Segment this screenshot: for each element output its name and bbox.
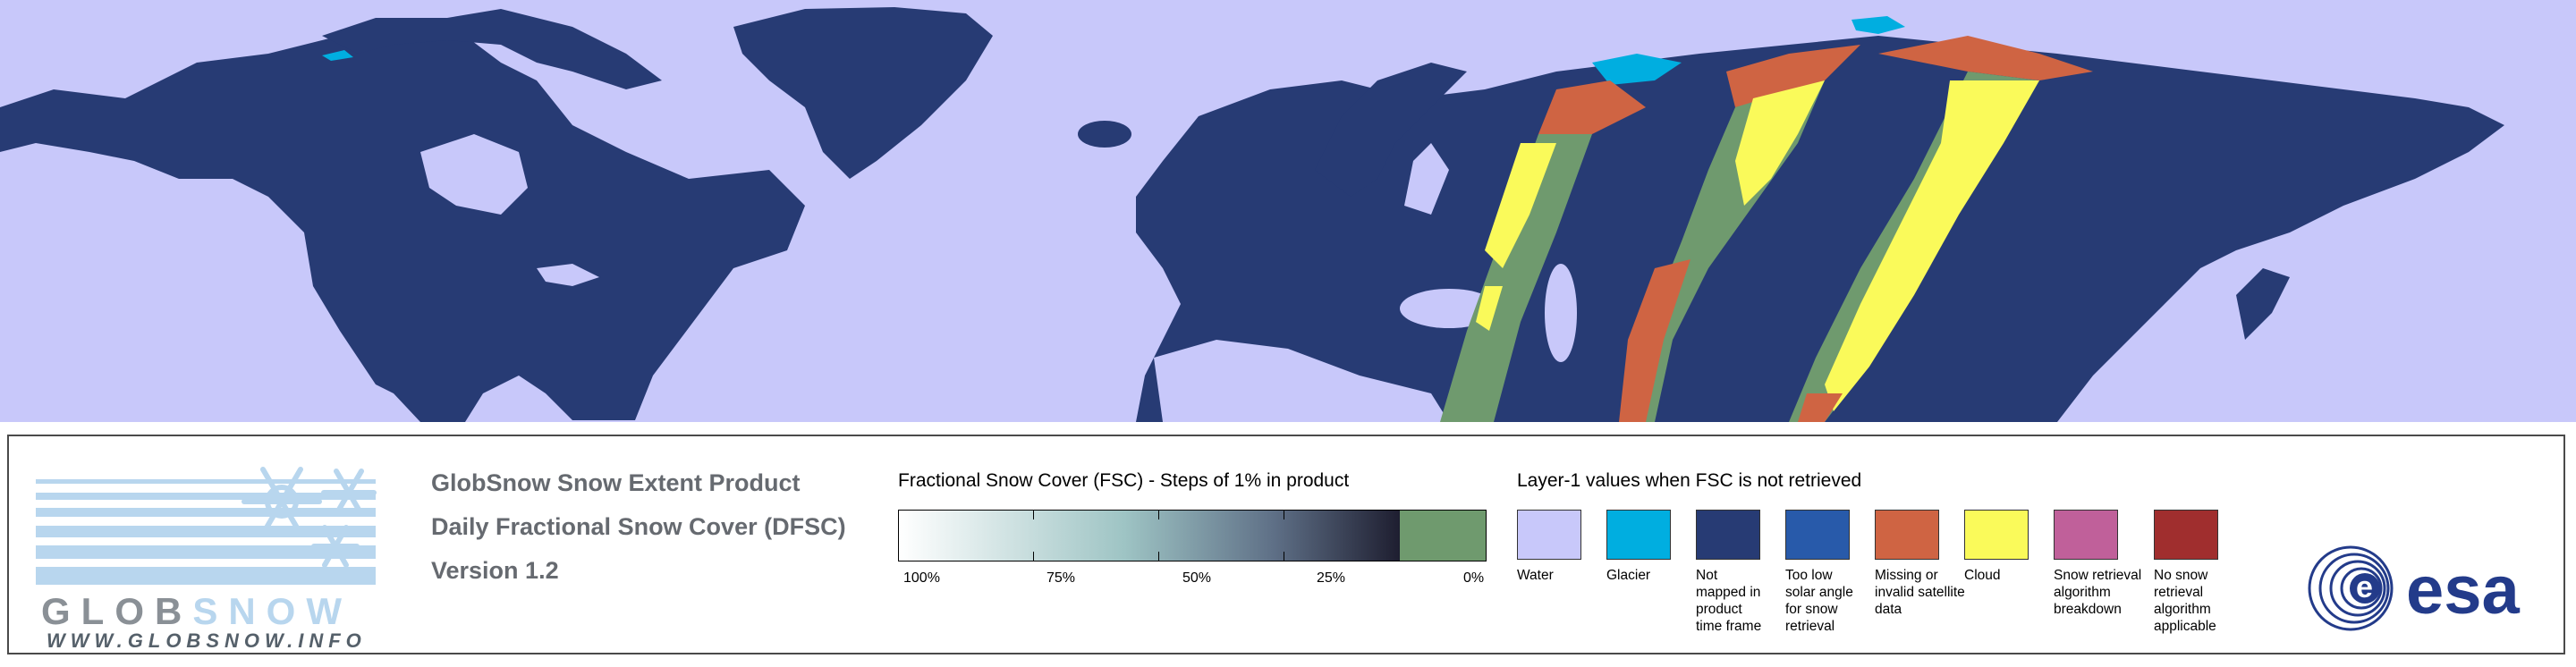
mediterranean-sea [1154, 340, 1449, 422]
swatch-missing-data [1875, 510, 1939, 560]
swatch-cloud [1964, 510, 2029, 560]
fsc-label-100: 100% [903, 570, 940, 586]
logo-url: WWW.GLOBSNOW.INFO [47, 629, 367, 652]
swatch-label-not-mapped: Not mapped in product time frame [1696, 568, 1762, 634]
iceland [1078, 121, 1131, 148]
swath-2-cloud [1735, 80, 1825, 206]
glacier-svalbard [1592, 54, 1682, 85]
swatch-low-solar-angle [1785, 510, 1850, 560]
snow-cover-map [0, 0, 2576, 422]
swath-1-snow [1440, 134, 1592, 422]
glacier-north [1852, 16, 1905, 34]
swatch-label-low-solar-angle: Too low solar angle for snow retrieval [1785, 568, 1853, 634]
logo-stripes [36, 467, 377, 585]
swath-3-missing [1878, 36, 2093, 80]
swath-1-missing [1538, 80, 1646, 134]
fsc-labels: 100% 75% 50% 25% 0% [898, 570, 1487, 588]
product-version: Version 1.2 [431, 557, 559, 584]
logo-wordmark: GLOBSNOW [41, 590, 352, 633]
swath-2-missing-s [1619, 259, 1690, 422]
caspian-sea [1545, 264, 1577, 362]
fsc-label-25: 25% [1317, 570, 1346, 586]
logo-stripe [36, 493, 376, 500]
layer1-legend: Layer-1 values when FSC is not retrieved… [1517, 470, 2233, 634]
greenland [733, 7, 993, 179]
scandinavia [1315, 63, 1467, 197]
esa-wordmark: esa [2406, 553, 2521, 629]
legend-panel: GLOBSNOW WWW.GLOBSNOW.INFO GlobSnow Snow… [7, 435, 2565, 654]
fsc-gradient [899, 511, 1400, 561]
fsc-tick [1158, 511, 1159, 519]
glacier-canada [322, 50, 353, 61]
esa-emblem-letter: e [2356, 570, 2373, 604]
layer1-legend-title: Layer-1 values when FSC is not retrieved [1517, 470, 1862, 491]
fsc-tick [1033, 511, 1034, 519]
logo-wordmark-snow: SNOW [192, 590, 352, 632]
swatch-no-algorithm [2154, 510, 2218, 560]
logo-stripe [36, 526, 376, 537]
swatch-algorithm-breakdown [2054, 510, 2118, 560]
logo-stripe [36, 508, 376, 517]
esa-logo: e esa [2308, 545, 2521, 631]
product-titles: GlobSnow Snow Extent Product Daily Fract… [431, 470, 846, 602]
hudson-bay [420, 134, 528, 215]
swatch-label-cloud: Cloud [1964, 568, 2001, 583]
fsc-tick [1033, 552, 1034, 561]
product-subtitle: Daily Fractional Snow Cover (DFSC) [431, 513, 846, 540]
fsc-legend-title: Fractional Snow Cover (FSC) - Steps of 1… [898, 470, 1350, 491]
japan [2236, 268, 2290, 340]
swatch-label-algorithm-breakdown: Snow retrieval algorithm breakdown [2054, 568, 2142, 617]
swatch-label-missing-data: Missing or invalid satellite data [1875, 568, 1965, 617]
swath-2-missing [1726, 45, 1860, 107]
swath-3-cloud [1825, 80, 2039, 411]
fsc-zero-swatch [1400, 511, 1486, 561]
esa-emblem-core [2350, 573, 2380, 604]
logo-wordmark-glob: GLOB [41, 590, 193, 632]
logo-stripe [36, 545, 376, 559]
great-lakes [537, 264, 599, 286]
snowflake-icon [242, 467, 377, 568]
fsc-label-50: 50% [1182, 570, 1212, 586]
swath-1-cloud-b [1476, 286, 1503, 331]
swatch-label-no-algorithm: No snow retrieval algorithm applicable [2154, 568, 2216, 634]
swatch-glacier [1606, 510, 1671, 560]
fsc-tick [1158, 552, 1159, 561]
fsc-label-75: 75% [1046, 570, 1076, 586]
swatch-not-mapped [1696, 510, 1760, 560]
swath-3-missing-s [1798, 393, 1843, 422]
arctic-islands [322, 9, 662, 89]
globsnow-logo: GLOBSNOW WWW.GLOBSNOW.INFO [36, 452, 394, 652]
swatch-label-glacier: Glacier [1606, 568, 1651, 583]
swath-1-cloud [1485, 143, 1556, 268]
fsc-legend: Fractional Snow Cover (FSC) - Steps of 1… [898, 470, 1488, 586]
fsc-color-bar [898, 510, 1487, 561]
product-title: GlobSnow Snow Extent Product [431, 469, 801, 496]
logo-stripe [36, 479, 376, 484]
logo-stripe [36, 567, 376, 585]
north-america [0, 27, 805, 422]
swatch-water [1517, 510, 1581, 560]
swatch-label-water: Water [1517, 568, 1554, 583]
esa-emblem-icon [2308, 545, 2394, 631]
fsc-label-0: 0% [1463, 570, 1485, 586]
baltic-sea [1404, 143, 1449, 215]
